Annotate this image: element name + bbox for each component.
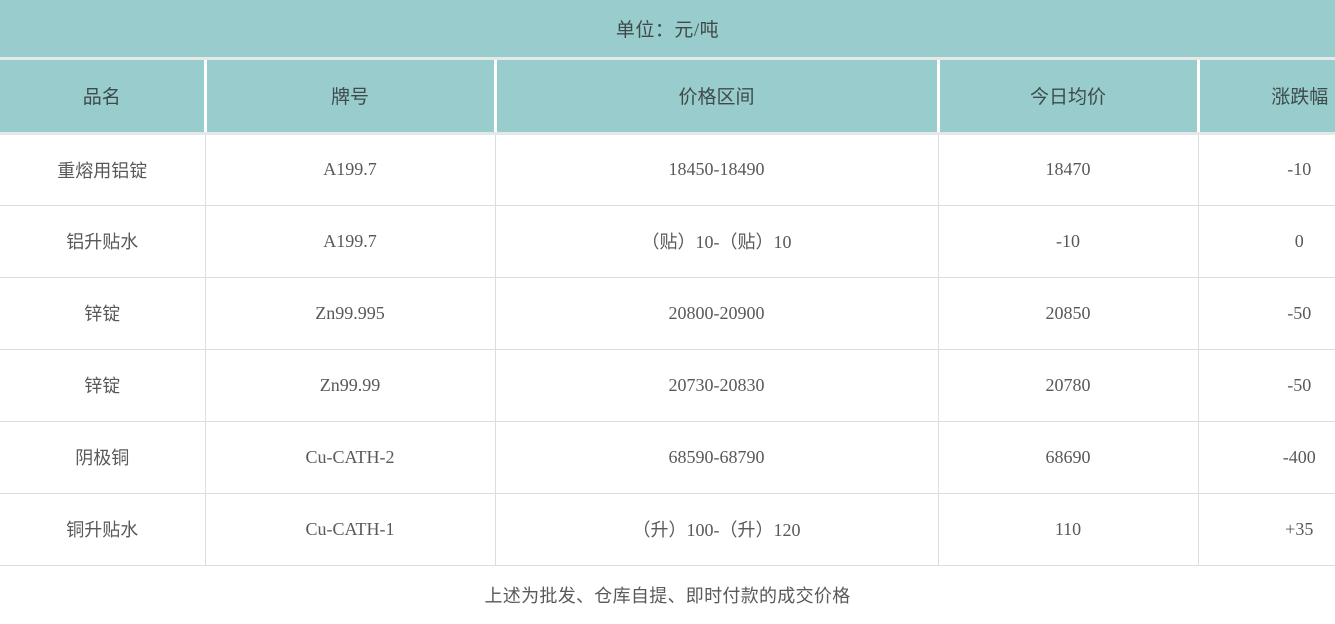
cell-grade: A199.7 bbox=[205, 205, 496, 278]
cell-change: -10 bbox=[1198, 133, 1335, 206]
table-row: 阴极铜 Cu-CATH-2 68590-68790 68690 -400 bbox=[0, 421, 1335, 494]
cell-average-price: 68690 bbox=[938, 421, 1199, 494]
cell-grade: Zn99.995 bbox=[205, 277, 496, 350]
cell-average-price: 20780 bbox=[938, 349, 1199, 422]
footer-note: 上述为批发、仓库自提、即时付款的成交价格 bbox=[0, 566, 1335, 624]
cell-change: +35 bbox=[1198, 493, 1335, 566]
table-row: 铝升贴水 A199.7 （贴）10-（贴）10 -10 0 bbox=[0, 205, 1335, 278]
cell-average-price: 110 bbox=[938, 493, 1199, 566]
cell-average-price: -10 bbox=[938, 205, 1199, 278]
cell-average-price: 18470 bbox=[938, 133, 1199, 206]
cell-grade: Cu-CATH-2 bbox=[205, 421, 496, 494]
cell-price-range: 18450-18490 bbox=[495, 133, 939, 206]
cell-name: 重熔用铝锭 bbox=[0, 133, 206, 206]
column-header-grade[interactable]: 牌号 bbox=[205, 60, 497, 135]
table-header-row: 品名 牌号 价格区间 今日均价 涨跌幅 bbox=[0, 60, 1335, 135]
cell-grade: Cu-CATH-1 bbox=[205, 493, 496, 566]
cell-price-range: 20800-20900 bbox=[495, 277, 939, 350]
cell-name: 锌锭 bbox=[0, 277, 206, 350]
cell-name: 铜升贴水 bbox=[0, 493, 206, 566]
column-header-name[interactable]: 品名 bbox=[0, 60, 207, 135]
cell-grade: A199.7 bbox=[205, 133, 496, 206]
column-header-change[interactable]: 涨跌幅 bbox=[1198, 60, 1335, 135]
cell-change: 0 bbox=[1198, 205, 1335, 278]
unit-label: 单位：元/吨 bbox=[615, 20, 720, 41]
table-header: 品名 牌号 价格区间 今日均价 涨跌幅 bbox=[0, 60, 1335, 135]
cell-price-range: 20730-20830 bbox=[495, 349, 939, 422]
table-row: 铜升贴水 Cu-CATH-1 （升）100-（升）120 110 +35 bbox=[0, 493, 1335, 566]
cell-change: -50 bbox=[1198, 349, 1335, 422]
cell-grade: Zn99.99 bbox=[205, 349, 496, 422]
unit-banner: 单位：元/吨 bbox=[0, 0, 1335, 57]
cell-name: 锌锭 bbox=[0, 349, 206, 422]
cell-price-range: （升）100-（升）120 bbox=[495, 493, 939, 566]
cell-name: 阴极铜 bbox=[0, 421, 206, 494]
column-header-average-price[interactable]: 今日均价 bbox=[938, 60, 1200, 135]
table-body: 重熔用铝锭 A199.7 18450-18490 18470 -10 铝升贴水 … bbox=[0, 133, 1335, 566]
cell-change: -400 bbox=[1198, 421, 1335, 494]
cell-average-price: 20850 bbox=[938, 277, 1199, 350]
banner-divider bbox=[0, 57, 1335, 60]
cell-price-range: 68590-68790 bbox=[495, 421, 939, 494]
footer-note-text: 上述为批发、仓库自提、即时付款的成交价格 bbox=[484, 586, 851, 606]
metal-price-table: 品名 牌号 价格区间 今日均价 涨跌幅 重熔用铝锭 A199.7 18450-1… bbox=[0, 60, 1335, 566]
table-row: 重熔用铝锭 A199.7 18450-18490 18470 -10 bbox=[0, 133, 1335, 206]
cell-name: 铝升贴水 bbox=[0, 205, 206, 278]
column-header-price-range[interactable]: 价格区间 bbox=[495, 60, 940, 135]
cell-price-range: （贴）10-（贴）10 bbox=[495, 205, 939, 278]
cell-change: -50 bbox=[1198, 277, 1335, 350]
table-row: 锌锭 Zn99.99 20730-20830 20780 -50 bbox=[0, 349, 1335, 422]
table-row: 锌锭 Zn99.995 20800-20900 20850 -50 bbox=[0, 277, 1335, 350]
